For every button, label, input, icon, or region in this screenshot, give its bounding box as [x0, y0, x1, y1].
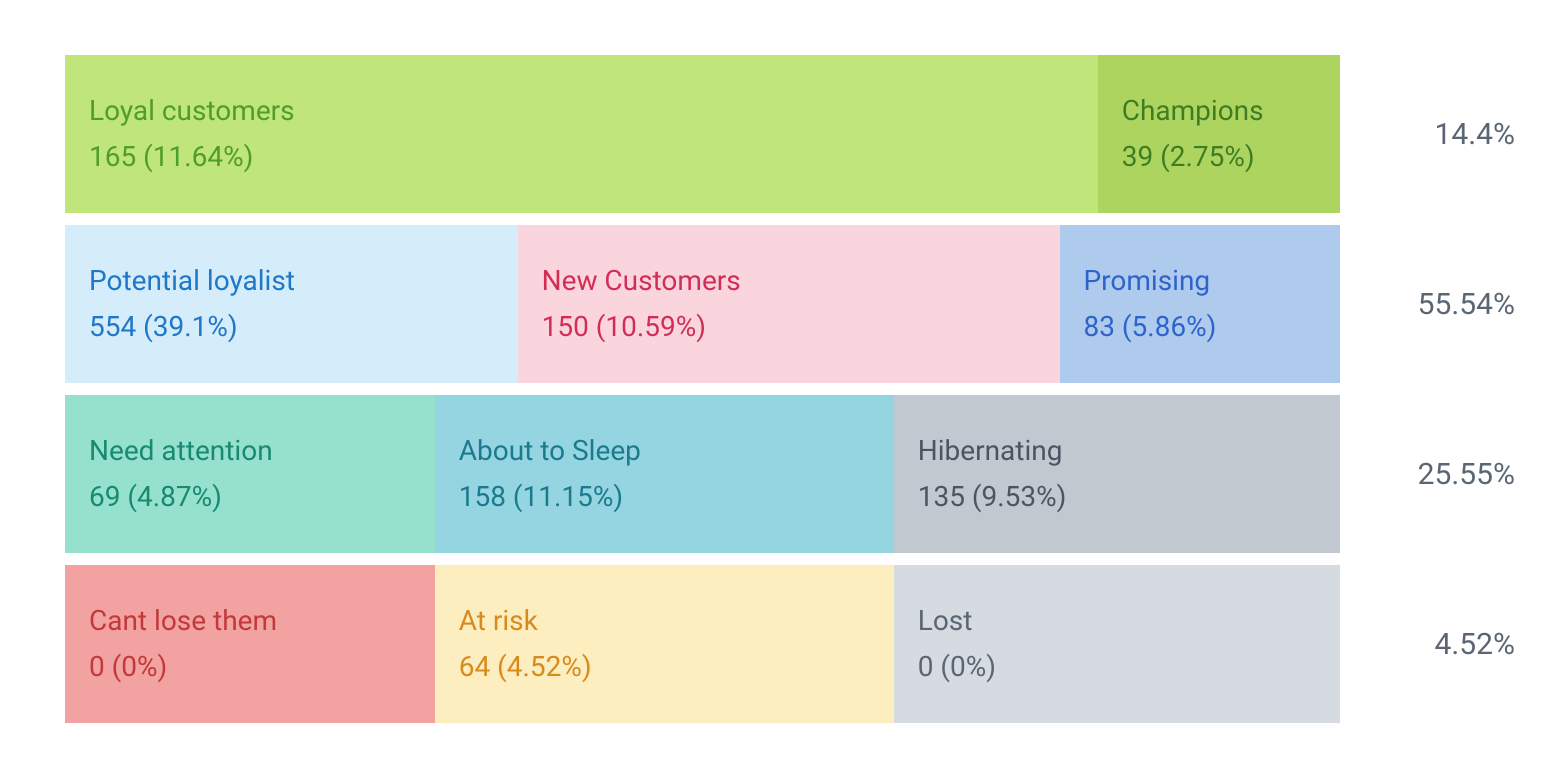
- segment-title: Need attention: [89, 428, 411, 474]
- segment-hibernating[interactable]: Hibernating 135 (9.53%): [894, 395, 1340, 553]
- row-total: 4.52%: [1340, 565, 1525, 723]
- segment-stat: 0 (0%): [89, 644, 411, 690]
- segment-row: Cant lose them 0 (0%) At risk 64 (4.52%)…: [65, 565, 1525, 723]
- segment-lost[interactable]: Lost 0 (0%): [894, 565, 1340, 723]
- segment-loyal-customers[interactable]: Loyal customers 165 (11.64%): [65, 55, 1098, 213]
- segment-row-cells: Potential loyalist 554 (39.1%) New Custo…: [65, 225, 1340, 383]
- segment-need-attention[interactable]: Need attention 69 (4.87%): [65, 395, 435, 553]
- segment-new-customers[interactable]: New Customers 150 (10.59%): [518, 225, 1060, 383]
- segment-title: Champions: [1122, 88, 1316, 134]
- rfm-segmentation-chart: Loyal customers 165 (11.64%) Champions 3…: [0, 0, 1555, 779]
- segment-stat: 554 (39.1%): [89, 304, 494, 350]
- segment-potential-loyalist[interactable]: Potential loyalist 554 (39.1%): [65, 225, 518, 383]
- row-total: 25.55%: [1340, 395, 1525, 553]
- segment-title: Cant lose them: [89, 598, 411, 644]
- segment-at-risk[interactable]: At risk 64 (4.52%): [435, 565, 894, 723]
- segment-stat: 0 (0%): [918, 644, 1316, 690]
- segment-title: At risk: [459, 598, 870, 644]
- segment-title: Hibernating: [918, 428, 1316, 474]
- segment-champions[interactable]: Champions 39 (2.75%): [1098, 55, 1340, 213]
- segment-title: Loyal customers: [89, 88, 1074, 134]
- segment-stat: 83 (5.86%): [1084, 304, 1317, 350]
- segment-row-cells: Loyal customers 165 (11.64%) Champions 3…: [65, 55, 1340, 213]
- segment-title: New Customers: [542, 258, 1036, 304]
- segment-stat: 150 (10.59%): [542, 304, 1036, 350]
- segment-promising[interactable]: Promising 83 (5.86%): [1060, 225, 1341, 383]
- segment-title: Potential loyalist: [89, 258, 494, 304]
- segment-stat: 64 (4.52%): [459, 644, 870, 690]
- segment-stat: 135 (9.53%): [918, 474, 1316, 520]
- row-total: 14.4%: [1340, 55, 1525, 213]
- segment-row-cells: Need attention 69 (4.87%) About to Sleep…: [65, 395, 1340, 553]
- segment-cant-lose-them[interactable]: Cant lose them 0 (0%): [65, 565, 435, 723]
- row-total: 55.54%: [1340, 225, 1525, 383]
- segment-title: Promising: [1084, 258, 1317, 304]
- segment-stat: 158 (11.15%): [459, 474, 870, 520]
- segment-row: Loyal customers 165 (11.64%) Champions 3…: [65, 55, 1525, 213]
- segment-stat: 39 (2.75%): [1122, 134, 1316, 180]
- segment-title: Lost: [918, 598, 1316, 644]
- segment-about-to-sleep[interactable]: About to Sleep 158 (11.15%): [435, 395, 894, 553]
- segment-stat: 165 (11.64%): [89, 134, 1074, 180]
- segment-row: Potential loyalist 554 (39.1%) New Custo…: [65, 225, 1525, 383]
- segment-row-cells: Cant lose them 0 (0%) At risk 64 (4.52%)…: [65, 565, 1340, 723]
- segment-title: About to Sleep: [459, 428, 870, 474]
- segment-row: Need attention 69 (4.87%) About to Sleep…: [65, 395, 1525, 553]
- segment-stat: 69 (4.87%): [89, 474, 411, 520]
